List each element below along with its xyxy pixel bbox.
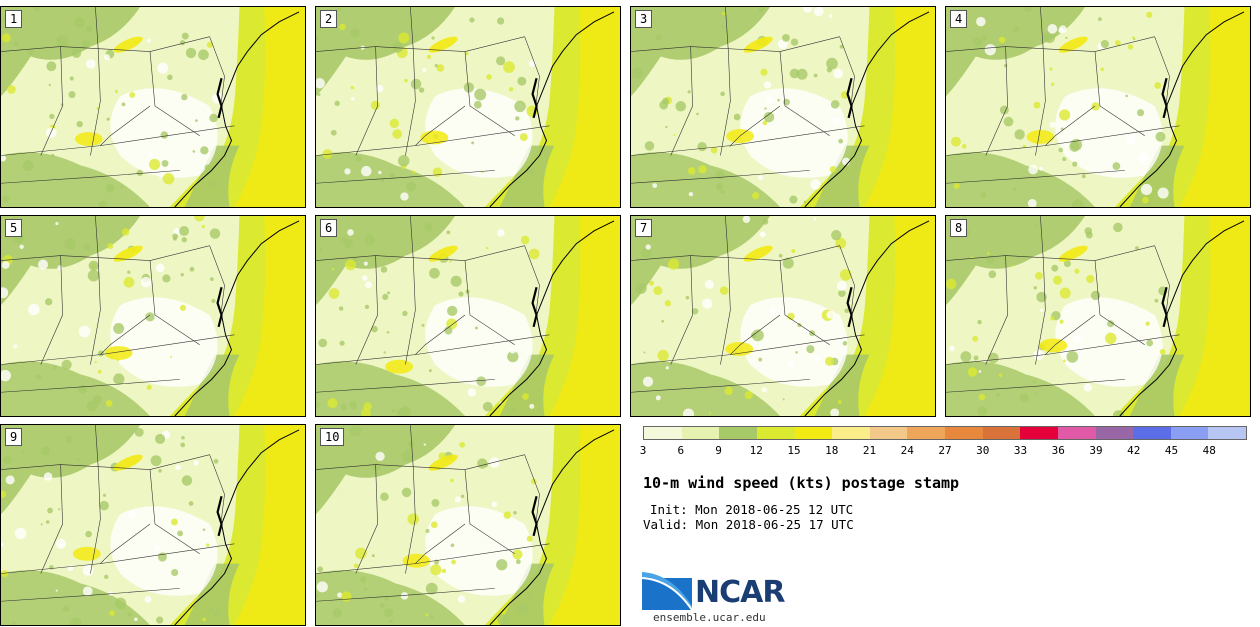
colorbar-tick-label: 30 — [976, 444, 990, 457]
colorbar-tick-label: 24 — [900, 444, 914, 457]
member-panel-9: 9 — [0, 424, 306, 626]
colorbar-segment — [719, 427, 757, 439]
colorbar-tick-label: 48 — [1202, 444, 1216, 457]
member-panel-3: 3 — [630, 6, 936, 208]
colorbar — [643, 426, 1247, 440]
colorbar-segment — [644, 427, 682, 439]
member-panel-5: 5 — [0, 215, 306, 417]
colorbar-tick-label: 18 — [825, 444, 839, 457]
init-time: Init: Mon 2018-06-25 12 UTC — [650, 502, 854, 517]
member-panel-1: 1 — [0, 6, 306, 208]
colorbar-tick-label: 27 — [938, 444, 952, 457]
wind-speed-map — [631, 7, 935, 207]
wind-speed-map — [1, 7, 305, 207]
colorbar-segment — [681, 427, 720, 439]
wind-speed-map — [946, 7, 1250, 207]
panel-label: 7 — [635, 219, 653, 237]
colorbar-segment — [1208, 427, 1246, 439]
wind-speed-map — [1, 216, 305, 416]
wind-speed-map — [946, 216, 1250, 416]
colorbar-segment — [982, 427, 1021, 439]
colorbar-tick-label: 15 — [787, 444, 801, 457]
ncar-logo-icon — [642, 572, 693, 611]
colorbar-segment — [1133, 427, 1171, 439]
colorbar-tick-label: 42 — [1127, 444, 1141, 457]
member-panel-6: 6 — [315, 215, 621, 417]
valid-time: Valid: Mon 2018-06-25 17 UTC — [643, 517, 854, 532]
wind-speed-map — [631, 216, 935, 416]
panel-label: 5 — [5, 219, 23, 237]
panel-label: 9 — [5, 428, 23, 446]
wind-speed-map — [316, 7, 620, 207]
colorbar-ticks: 3 6 9 12 15 18 21 24 27 30 33 36 39 42 45 48 — [639, 444, 1247, 458]
member-panel-2: 2 — [315, 6, 621, 208]
colorbar-tick-label: 12 — [749, 444, 763, 457]
wind-speed-map — [316, 216, 620, 416]
colorbar-segment — [794, 427, 833, 439]
member-panel-10: 10 — [315, 424, 621, 626]
colorbar-tick-label: 3 — [639, 444, 647, 457]
member-panel-8: 8 — [945, 215, 1251, 417]
colorbar-tick-label: 9 — [715, 444, 722, 457]
panel-label: 6 — [320, 219, 338, 237]
colorbar-tick-label: 21 — [862, 444, 877, 457]
member-panel-4: 4 — [945, 6, 1251, 208]
panel-label: 2 — [320, 10, 338, 28]
panel-label: 10 — [320, 428, 345, 446]
wind-speed-map — [1, 425, 305, 625]
figure-title: 10-m wind speed (kts) postage stamp — [643, 474, 960, 492]
colorbar-tick-label: 6 — [677, 444, 685, 457]
site-url: ensemble.ucar.edu — [653, 611, 766, 624]
colorbar-segment — [1095, 427, 1134, 439]
colorbar-tick-label: 36 — [1051, 444, 1065, 457]
member-panel-7: 7 — [630, 215, 936, 417]
colorbar-segment — [945, 427, 983, 439]
colorbar-tick-label: 33 — [1013, 444, 1028, 457]
colorbar-segment — [756, 427, 795, 439]
colorbar-segment — [832, 427, 870, 439]
colorbar-segment — [869, 427, 908, 439]
panel-label: 3 — [635, 10, 653, 28]
wind-speed-map — [316, 425, 620, 625]
panel-label: 1 — [5, 10, 23, 28]
panel-label: 4 — [950, 10, 968, 28]
logo-text: NCAR — [695, 575, 785, 610]
colorbar-segment — [907, 427, 945, 439]
colorbar-segment — [1020, 427, 1058, 439]
colorbar-segment — [1170, 427, 1209, 439]
colorbar-segment — [1057, 427, 1096, 439]
colorbar-tick-label: 39 — [1089, 444, 1103, 457]
panel-label: 8 — [950, 219, 968, 237]
colorbar-tick-label: 45 — [1164, 444, 1179, 457]
